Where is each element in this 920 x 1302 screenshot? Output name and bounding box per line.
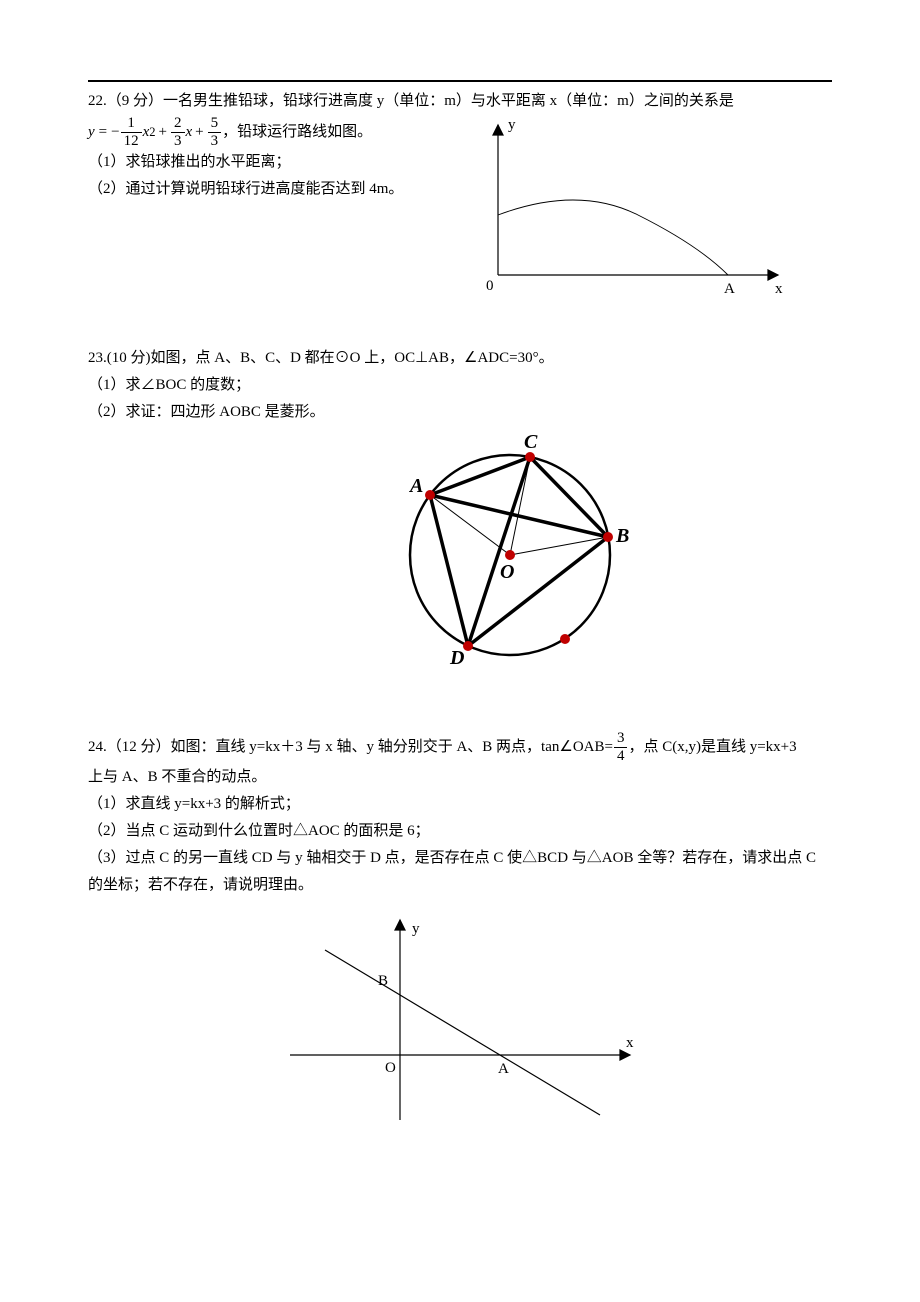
label-o: O [500, 561, 514, 583]
p22-graph: y 0 A x [478, 115, 798, 295]
frac2-num: 2 [171, 115, 185, 133]
frac1-num: 1 [121, 115, 142, 133]
frac3-den: 3 [208, 133, 222, 150]
line-ab [325, 950, 600, 1115]
p22-q2: （2）通过计算说明铅球行进高度能否达到 4m。 [88, 176, 468, 203]
eq-neg: − [111, 119, 119, 146]
p22-text: y = − 1 12 x2 + 2 3 x + 5 [88, 115, 468, 203]
p22-equation: y = − 1 12 x2 + 2 3 x + 5 [88, 115, 468, 149]
label-d: D [449, 647, 464, 669]
p24-q3: （3）过点 C 的另一直线 CD 与 y 轴相交于 D 点，是否存在点 C 使△… [88, 845, 832, 899]
eq-x: x [186, 119, 193, 146]
point-o [505, 550, 515, 560]
p23-circle-diagram: A C B D O [380, 430, 640, 680]
arrow-right-icon-24 [620, 1050, 630, 1060]
p23-diagram-wrap: A C B D O [188, 430, 832, 680]
arrow-up-icon-24 [395, 920, 405, 930]
point-c [525, 452, 535, 462]
y-label: y [508, 117, 516, 133]
eq-tail: ，铅球运行路线如图。 [222, 119, 372, 146]
p24-frac-den: 4 [614, 748, 628, 765]
problem-22: 22.（9 分）一名男生推铅球，铅球行进高度 y（单位：m）与水平距离 x（单位… [88, 88, 832, 295]
p24-diagram-wrap: y x O B A [88, 905, 832, 1135]
p24-q1: （1）求直线 y=kx+3 的解析式； [88, 791, 832, 818]
eq-frac1: 1 12 [121, 115, 142, 149]
p24-frac: 3 4 [614, 730, 628, 764]
frac1-den: 12 [121, 133, 142, 150]
frac2-den: 3 [171, 133, 185, 150]
point-b [603, 532, 613, 542]
y-label-24: y [412, 921, 420, 937]
origin-label: 0 [486, 278, 494, 294]
problem-24: 24.（12 分）如图：直线 y=kx＋3 与 x 轴、y 轴分别交于 A、B … [88, 730, 832, 1135]
p24-header-post: ，点 C(x,y)是直线 y=kx+3 [628, 734, 796, 761]
p23-header: 23.(10 分)如图，点 A、B、C、D 都在⊙O 上，OC⊥AB，∠ADC=… [88, 345, 832, 372]
labels: A C B D O [408, 431, 629, 669]
B-label-24: B [378, 973, 388, 989]
point-a [425, 490, 435, 500]
A-label: A [724, 281, 735, 295]
eq-sup2: 2 [149, 121, 155, 144]
eq-equals: = [99, 119, 107, 146]
eq-frac3: 5 3 [208, 115, 222, 149]
p24-header-pre: 24.（12 分）如图：直线 y=kx＋3 与 x 轴、y 轴分别交于 A、B … [88, 734, 613, 761]
label-c: C [524, 431, 538, 453]
x-label: x [775, 281, 783, 295]
p23-q1: （1）求∠BOC 的度数； [88, 372, 832, 399]
p24-header-line1: 24.（12 分）如图：直线 y=kx＋3 与 x 轴、y 轴分别交于 A、B … [88, 730, 832, 764]
p24-header-line2: 上与 A、B 不重合的动点。 [88, 764, 832, 791]
p24-frac-num: 3 [614, 730, 628, 748]
p24-q2: （2）当点 C 运动到什么位置时△AOC 的面积是 6； [88, 818, 832, 845]
page-content: 22.（9 分）一名男生推铅球，铅球行进高度 y（单位：m）与水平距离 x（单位… [88, 80, 832, 1135]
problem-23: 23.(10 分)如图，点 A、B、C、D 都在⊙O 上，OC⊥AB，∠ADC=… [88, 345, 832, 680]
arrow-up-icon [493, 125, 503, 135]
p22-header: 22.（9 分）一名男生推铅球，铅球行进高度 y（单位：m）与水平距离 x（单位… [88, 88, 832, 115]
arrow-right-icon [768, 270, 778, 280]
p22-q1: （1）求铅球推出的水平距离； [88, 149, 468, 176]
label-b: B [615, 525, 629, 547]
eq-frac2: 2 3 [171, 115, 185, 149]
p22-body-row: y = − 1 12 x2 + 2 3 x + 5 [88, 115, 832, 295]
parabola-curve [498, 200, 728, 275]
eq-plus2: + [195, 119, 203, 146]
point-d [463, 641, 473, 651]
label-a: A [408, 475, 423, 497]
p24-graph: y x O B A [270, 905, 650, 1135]
x-label-24: x [626, 1035, 634, 1051]
O-label-24: O [385, 1060, 396, 1076]
frac3-num: 5 [208, 115, 222, 133]
point-extra [560, 634, 570, 644]
eq-plus1: + [159, 119, 167, 146]
p23-q2: （2）求证：四边形 AOBC 是菱形。 [88, 399, 832, 426]
eq-y: y [88, 119, 95, 146]
eq-x2: x [143, 119, 150, 146]
A-label-24: A [498, 1061, 509, 1077]
